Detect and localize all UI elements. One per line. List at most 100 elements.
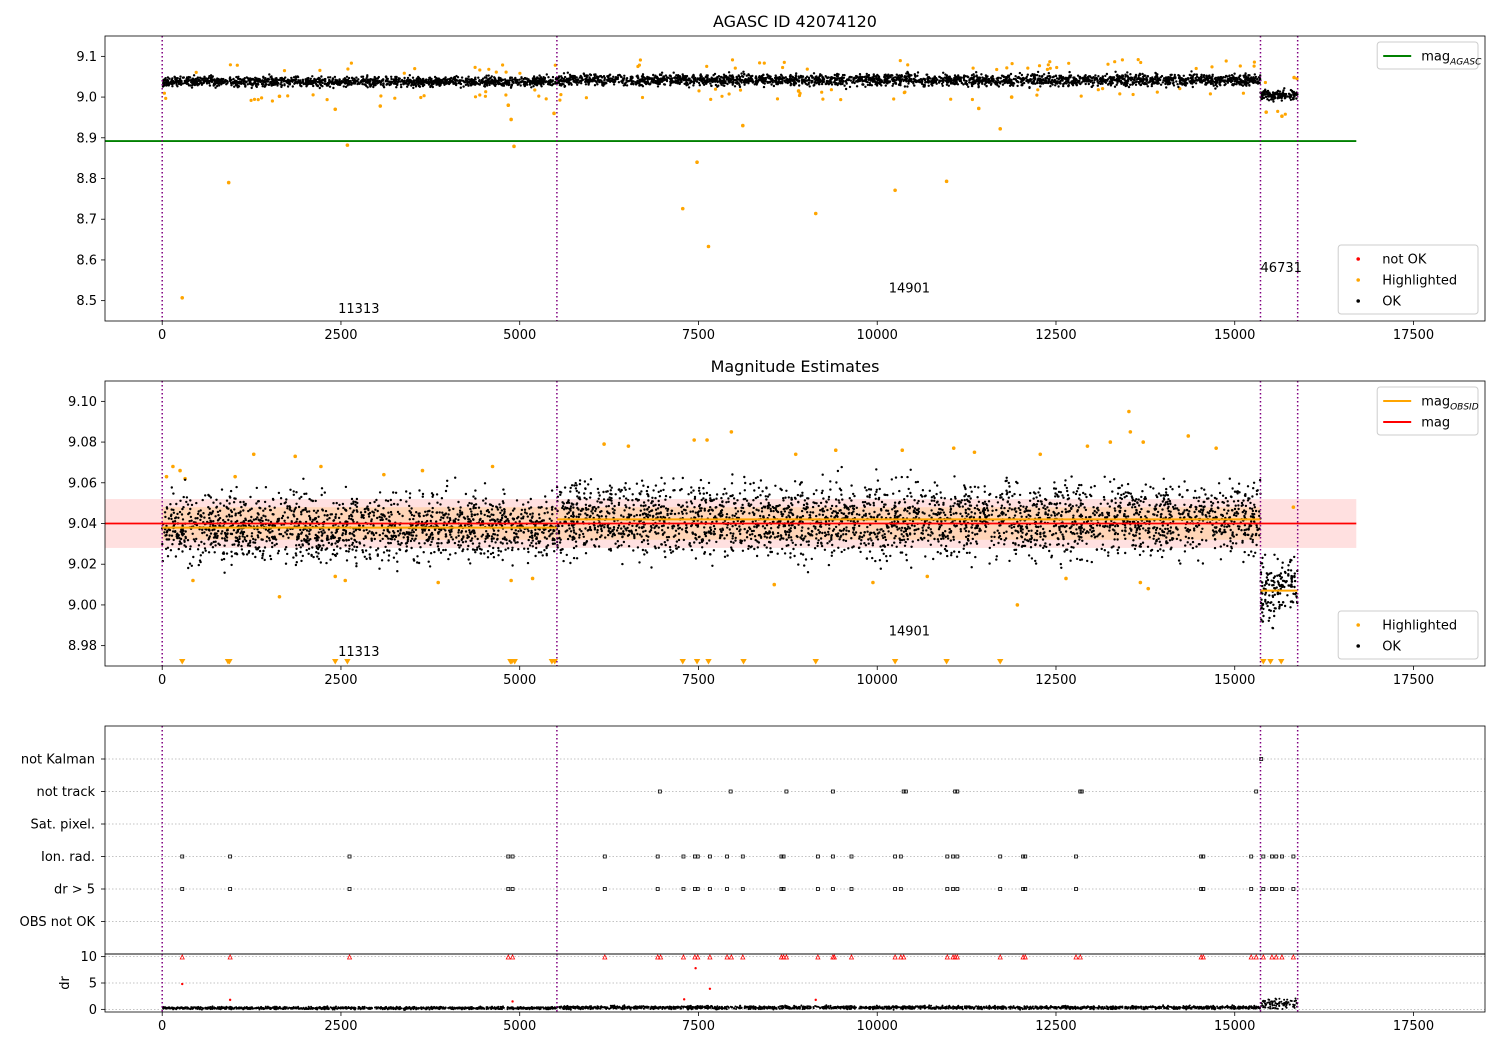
ok-point	[162, 78, 165, 82]
ok-point	[602, 75, 606, 78]
highlighted-point	[402, 71, 406, 75]
ok-point	[1129, 79, 1133, 82]
ok-point	[1084, 82, 1087, 86]
highlighted-point	[970, 97, 975, 102]
ok-point	[294, 78, 297, 81]
ok-point	[820, 82, 824, 86]
ok-point	[572, 77, 576, 80]
highlighted-point	[1064, 576, 1068, 581]
ok-point	[696, 77, 699, 80]
ok-point	[284, 531, 287, 534]
ok-point	[515, 499, 519, 502]
ok-point	[189, 84, 192, 87]
ok-point	[763, 79, 766, 83]
ok-point	[1257, 76, 1261, 79]
ok-point	[1181, 83, 1184, 86]
ok-point	[235, 485, 238, 489]
ok-point	[439, 528, 443, 532]
ok-point	[1129, 83, 1132, 87]
ok-point	[413, 539, 416, 542]
ok-point	[316, 77, 319, 81]
ok-point	[328, 79, 331, 82]
highlighted-point	[733, 66, 737, 70]
ok-point	[838, 77, 841, 80]
ok-point	[987, 80, 991, 83]
ok-point	[978, 79, 981, 83]
ok-point	[277, 78, 281, 82]
ok-point	[884, 84, 887, 87]
ok-point	[878, 79, 881, 82]
ok-point	[369, 78, 372, 81]
ok-point	[551, 75, 555, 79]
ok-point	[593, 79, 597, 83]
ok-point	[767, 81, 770, 84]
ok-point	[357, 78, 360, 81]
ok-point	[1159, 76, 1163, 79]
ok-point	[179, 75, 182, 78]
ok-point	[1228, 79, 1231, 83]
ok-point	[499, 541, 502, 544]
ok-point	[254, 76, 257, 80]
ok-point	[1184, 81, 1188, 85]
ok-point	[1113, 78, 1117, 82]
ok-point	[767, 74, 770, 78]
ok-point	[497, 546, 500, 550]
ok-point	[825, 79, 829, 83]
ok-point	[586, 74, 589, 77]
ok-point	[598, 80, 601, 84]
ok-point	[620, 75, 623, 79]
ok-point	[191, 80, 194, 84]
ok-point	[1157, 77, 1161, 80]
ok-point	[560, 84, 563, 87]
ok-point	[973, 75, 976, 78]
ok-point	[1178, 79, 1182, 82]
ok-point	[398, 512, 401, 516]
ok-point	[185, 500, 188, 504]
ok-point	[1020, 81, 1023, 84]
ok-point	[535, 537, 538, 540]
ok-point	[1207, 75, 1211, 78]
ok-point	[486, 550, 490, 553]
x-tick-label: 15000	[1214, 328, 1255, 343]
ok-point	[863, 75, 866, 79]
ok-point	[641, 74, 644, 78]
ok-point	[1237, 76, 1240, 79]
ok-point	[217, 529, 220, 533]
ok-point	[577, 78, 580, 81]
ok-point	[710, 84, 713, 88]
ok-point	[453, 79, 457, 82]
ok-point	[874, 83, 877, 86]
ok-point	[262, 549, 265, 553]
ok-point	[963, 74, 966, 77]
ok-point	[321, 79, 324, 82]
ok-point	[697, 81, 701, 85]
ok-point	[925, 73, 928, 76]
ok-point	[1109, 75, 1112, 79]
ok-point	[210, 80, 214, 84]
y-tick-label: 8.5	[76, 294, 97, 309]
ok-point	[632, 82, 635, 86]
ok-point	[736, 80, 739, 84]
highlighted-point	[793, 452, 798, 457]
ok-point	[197, 544, 201, 547]
highlighted-point	[483, 94, 487, 98]
ok-point	[1045, 77, 1048, 80]
ok-point	[869, 78, 872, 81]
ok-point	[818, 83, 821, 86]
ok-point	[361, 551, 365, 554]
legend-dot-swatch	[1356, 278, 1360, 282]
ok-point	[286, 81, 289, 84]
ok-point	[681, 74, 685, 78]
ok-point	[233, 79, 237, 82]
highlighted-point	[1292, 75, 1296, 80]
ok-point	[912, 77, 916, 81]
legend-box	[1337, 244, 1479, 315]
ok-point	[416, 555, 419, 558]
highlighted-point	[692, 438, 696, 442]
ok-point	[510, 528, 513, 531]
ok-point	[381, 537, 384, 541]
x-tick-label: 7500	[682, 328, 715, 343]
highlighted-point	[1141, 440, 1146, 444]
ok-point	[469, 83, 472, 86]
